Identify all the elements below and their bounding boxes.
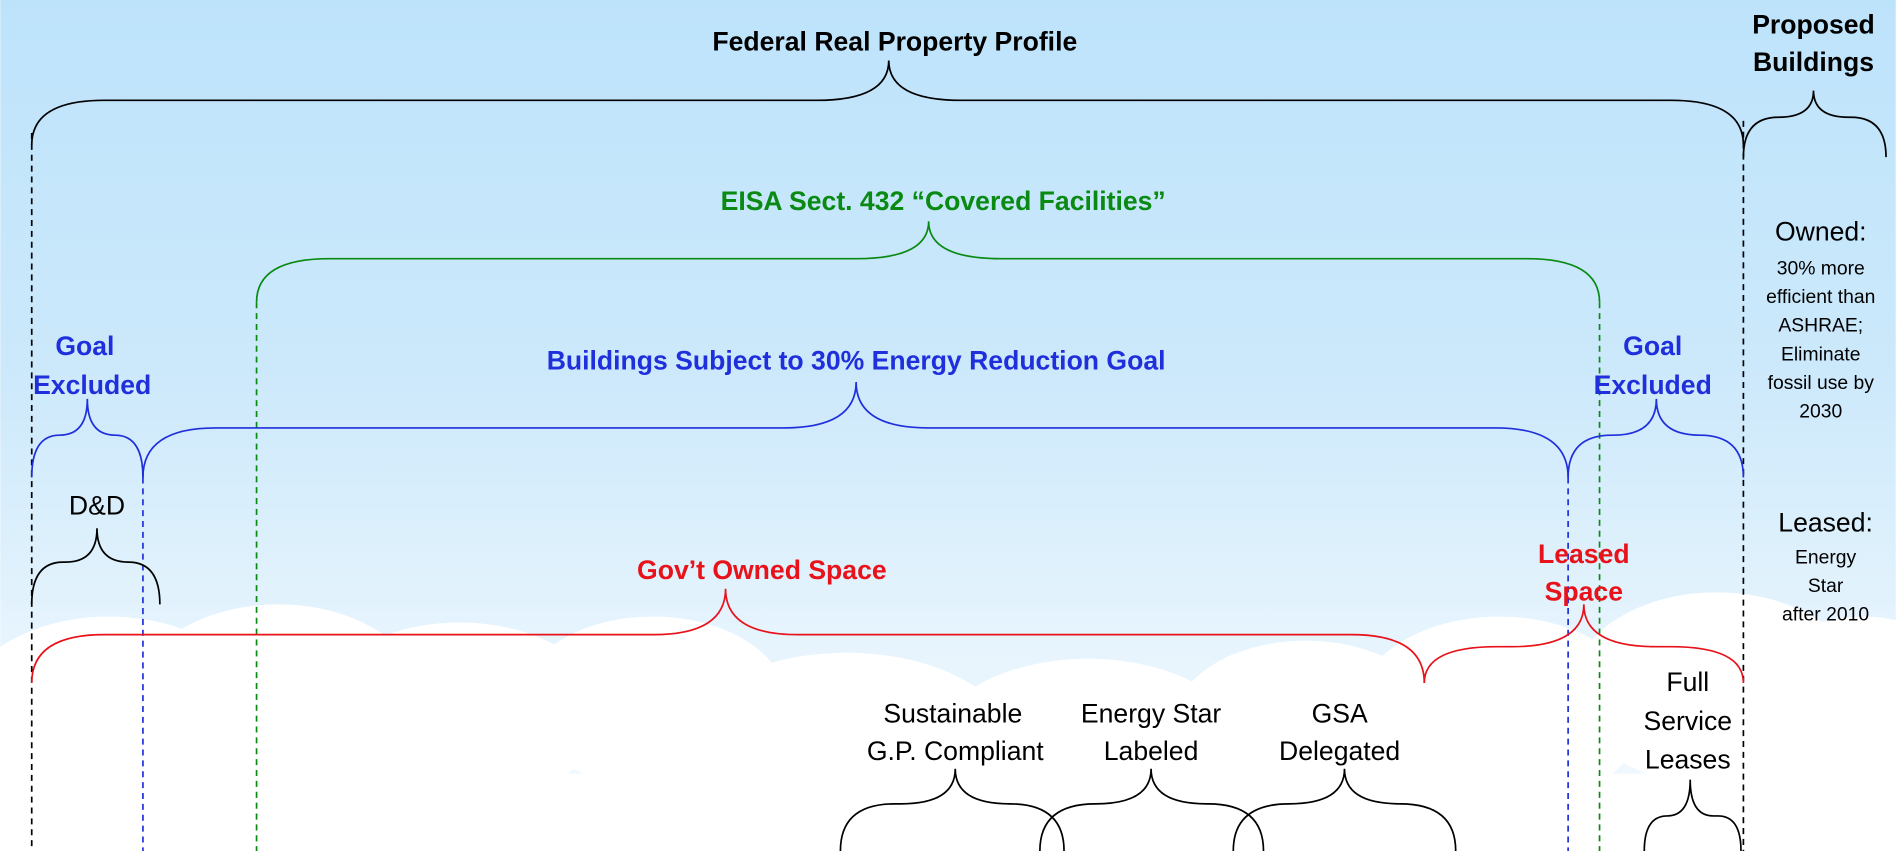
label: Excluded	[33, 370, 151, 400]
label: Sustainable	[883, 699, 1022, 729]
brace	[30, 528, 161, 605]
label: Proposed	[1752, 10, 1875, 40]
brace	[1039, 768, 1265, 851]
label: Service	[1643, 706, 1732, 736]
brace	[839, 768, 1065, 851]
label: Star	[1808, 575, 1844, 597]
label: G.P. Compliant	[867, 736, 1044, 766]
brace	[1643, 779, 1742, 851]
label: after 2010	[1782, 603, 1869, 625]
brace	[1742, 90, 1887, 158]
brace	[30, 398, 144, 478]
label: Full	[1666, 667, 1709, 697]
brace	[255, 221, 1601, 303]
label: Leased:	[1778, 508, 1873, 538]
label: Delegated	[1279, 736, 1400, 766]
label: D&D	[69, 491, 125, 521]
brace	[30, 60, 1745, 146]
label: efficient than	[1766, 286, 1875, 308]
label: fossil use by	[1768, 372, 1875, 394]
brace	[1567, 398, 1745, 478]
label: Energy	[1795, 547, 1857, 569]
label: 2030	[1799, 400, 1842, 422]
brace	[1232, 768, 1457, 851]
label: Buildings	[1753, 47, 1874, 77]
label: Labeled	[1104, 736, 1199, 766]
label: Eliminate	[1781, 343, 1861, 365]
label: Excluded	[1594, 370, 1712, 400]
label: EISA Sect. 432 “Covered Facilities”	[721, 186, 1166, 216]
label: Goal	[1623, 331, 1682, 361]
brace	[30, 588, 1426, 683]
label: Leases	[1645, 745, 1731, 775]
label: Gov’t Owned Space	[637, 555, 887, 585]
clouds	[0, 592, 1896, 851]
label: Buildings Subject to 30% Energy Reductio…	[547, 346, 1166, 376]
label: GSA	[1312, 699, 1368, 729]
brace	[142, 381, 1569, 478]
label: 30% more	[1777, 258, 1865, 280]
label: Goal	[55, 331, 114, 361]
label: ASHRAE;	[1778, 315, 1863, 337]
label: Federal Real Property Profile	[712, 27, 1077, 57]
label: Leased	[1538, 539, 1630, 569]
label: Space	[1545, 577, 1623, 607]
label: Owned:	[1775, 216, 1867, 246]
label: Energy Star	[1081, 699, 1221, 729]
